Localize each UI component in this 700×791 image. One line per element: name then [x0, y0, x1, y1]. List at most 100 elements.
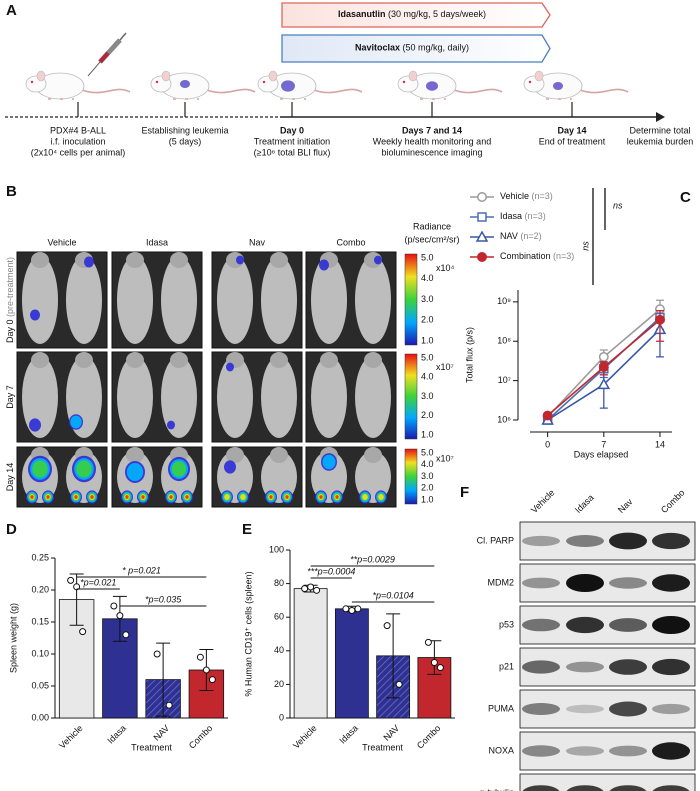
colorbar-tick-label: 2.0: [421, 315, 434, 325]
timeline-text: (≥10⁶ total BLI flux): [254, 147, 331, 157]
tumor-signal: [426, 81, 438, 91]
data-point: [430, 659, 438, 667]
data-point: [110, 602, 118, 610]
column-header: Vehicle: [47, 237, 76, 247]
syringe-needle: [87, 61, 101, 77]
blot-band: [609, 618, 647, 632]
data-point: [67, 576, 75, 584]
mouse-tail: [313, 88, 363, 94]
x-tick-label: Vehicle: [57, 723, 85, 751]
error-bar: [69, 573, 84, 626]
mouse-silhouette: [117, 256, 153, 344]
mouse-silhouette: [355, 256, 391, 344]
y-axis-title: % Human CD19⁺ cells (spleen): [243, 571, 253, 696]
blot-band: [609, 659, 647, 675]
x-tick-label: Combo: [187, 723, 215, 751]
mouse-illustration: [150, 70, 256, 100]
legend-marker: [477, 192, 487, 202]
blot-band: [566, 661, 604, 673]
timeline-title: Day 0: [280, 125, 304, 135]
mouse-tail: [579, 88, 629, 94]
y-tick-label: 10⁸: [497, 336, 511, 346]
blot-strip: [519, 773, 696, 791]
x-tick-label: 0: [545, 439, 550, 449]
blot-band: [566, 746, 604, 756]
bli-signal: [226, 362, 234, 372]
mouse-silhouette: [161, 356, 197, 438]
legend-label: NAV (n=2): [500, 231, 542, 241]
bli-signal: [125, 495, 129, 499]
bar: [293, 588, 328, 719]
mouse-tail: [453, 88, 503, 94]
mouse-silhouette: [311, 256, 347, 344]
data-point: [597, 377, 611, 390]
bli-signal: [70, 415, 82, 429]
significance-label: * p=0.021: [122, 565, 161, 575]
blot-band: [652, 703, 690, 715]
y-tick-label: 60: [274, 612, 284, 622]
data-point: [598, 362, 609, 373]
mouse-eye: [402, 80, 406, 84]
mouse-silhouette-head: [270, 252, 288, 268]
legend-name: Idasa: [500, 211, 522, 221]
data-point: [79, 628, 87, 636]
mouse-eye: [528, 80, 532, 84]
legend-note: (n=3): [529, 191, 553, 201]
bli-signal: [84, 256, 94, 268]
x-tick-label: NAV: [382, 723, 402, 743]
mouse-silhouette-head: [320, 352, 338, 368]
syringe-fluid: [98, 51, 110, 64]
data-point: [424, 638, 432, 646]
data-point: [196, 653, 204, 661]
colorbar: [404, 448, 418, 505]
column-header: Combo: [336, 237, 365, 247]
lane-label: Nav: [616, 496, 635, 515]
blot-band: [522, 618, 560, 632]
row-day: Day 14: [5, 463, 15, 492]
legend-note: (n=3): [522, 211, 546, 221]
mouse-silhouette-head: [364, 447, 382, 463]
data-point: [307, 583, 315, 591]
colorbar-tick-label: 2.0: [421, 483, 434, 493]
bli-signal: [90, 495, 94, 499]
bli-signal: [319, 259, 329, 271]
data-point: [598, 351, 609, 362]
bli-signal: [236, 255, 244, 265]
colorbar-scale: x10⁷: [436, 453, 454, 463]
data-point: [313, 586, 321, 594]
y-tick-label: 20: [274, 679, 284, 689]
annotation: ns: [613, 200, 623, 210]
mouse-eye: [262, 80, 266, 84]
blot-band: [652, 742, 690, 760]
lane-label: Idasa: [573, 492, 596, 515]
mouse-silhouette-head: [226, 447, 244, 463]
mouse-silhouette: [355, 356, 391, 438]
data-point: [395, 680, 403, 688]
colorbar-scale: x10⁴: [436, 263, 455, 273]
column-header: Nav: [249, 237, 266, 247]
y-axis-title: Total flux (p/s): [464, 327, 474, 383]
bli-signal: [285, 495, 289, 499]
annotation: ns: [580, 241, 590, 251]
significance-label: ***p=0.0004: [307, 566, 355, 576]
mouse-silhouette: [217, 356, 253, 438]
data-point: [73, 583, 81, 591]
timeline-text: End of treatment: [539, 136, 606, 146]
y-tick-label: 0.00: [31, 712, 49, 722]
colorbar-tick-label: 3.0: [421, 471, 434, 481]
timeline-title: Days 7 and 14: [402, 125, 462, 135]
blot-band: [652, 785, 690, 791]
data-point: [116, 612, 124, 620]
mouse-tail: [206, 88, 256, 94]
panel-label: E: [242, 521, 252, 538]
data-point: [342, 605, 350, 613]
timeline-text: Weekly health monitoring and: [373, 136, 491, 146]
data-point: [122, 631, 130, 639]
mouse-ear: [408, 70, 418, 82]
y-tick-label: 0.05: [31, 680, 49, 690]
mouse-illustration: [257, 70, 363, 100]
colorbar: [404, 353, 418, 440]
blot-band: [652, 616, 690, 634]
row-day: Day 7: [5, 385, 15, 409]
